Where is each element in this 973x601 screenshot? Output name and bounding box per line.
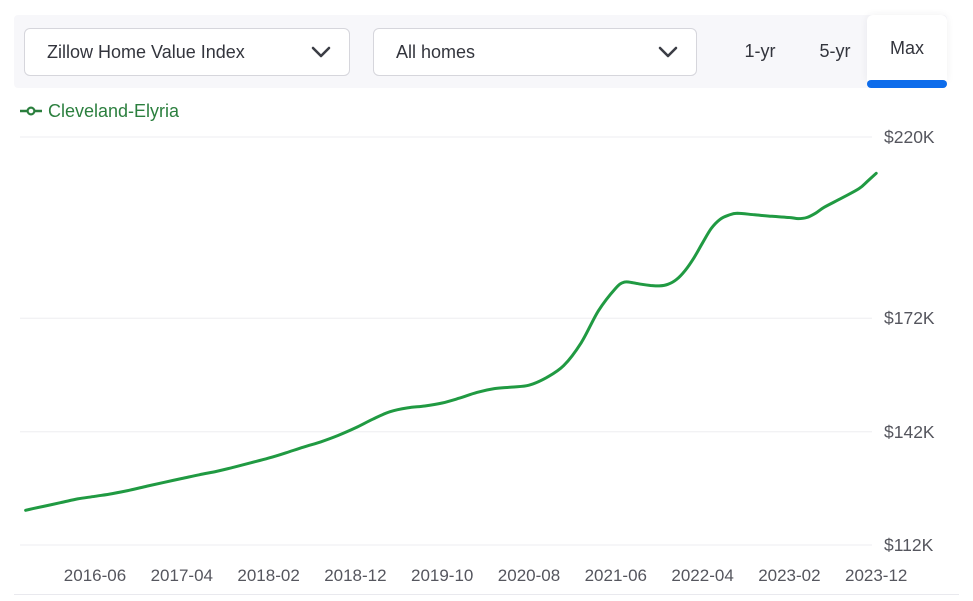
chevron-down-icon (658, 46, 678, 58)
y-tick-label: $112K (884, 535, 934, 556)
range-button-5yr[interactable]: 5-yr (807, 15, 863, 88)
homes-dropdown-value: All homes (396, 41, 476, 62)
x-tick-label: 2023-02 (758, 566, 821, 585)
homes-dropdown[interactable]: All homes (373, 28, 697, 76)
chevron-down-icon (311, 46, 331, 58)
range-button-max[interactable]: Max (867, 15, 947, 81)
legend-series-marker-icon (20, 106, 42, 116)
x-tick-label: 2022-04 (671, 566, 734, 585)
x-tick-label: 2021-06 (584, 566, 647, 585)
legend-series-label: Cleveland-Elyria (48, 100, 180, 121)
y-tick-label: $172K (884, 308, 935, 329)
y-tick-label: $220K (884, 127, 935, 147)
x-tick-label: 2018-02 (237, 566, 300, 585)
x-tick-label: 2016-06 (63, 566, 127, 585)
active-tab-underline (867, 80, 947, 88)
x-tick-label: 2017-04 (150, 566, 213, 585)
bottom-divider (14, 594, 959, 595)
x-tick-label: 2019-10 (410, 566, 474, 585)
x-tick-label: 2020-08 (497, 566, 561, 585)
series-line-cleveland-elyria[interactable] (24, 171, 878, 512)
range-button-max-label: Max (889, 37, 924, 58)
y-tick-label: $142K (884, 421, 935, 442)
metric-dropdown-value: Zillow Home Value Index (47, 41, 245, 62)
x-tick-label: 2023-12 (844, 566, 908, 585)
x-tick-label: 2018-12 (324, 566, 387, 585)
toolbar: Zillow Home Value Index All homes 1-yr 5… (14, 15, 947, 88)
legend-item[interactable]: Cleveland-Elyria (20, 99, 179, 123)
range-button-1yr[interactable]: 1-yr (730, 15, 790, 88)
metric-dropdown[interactable]: Zillow Home Value Index (24, 28, 350, 76)
